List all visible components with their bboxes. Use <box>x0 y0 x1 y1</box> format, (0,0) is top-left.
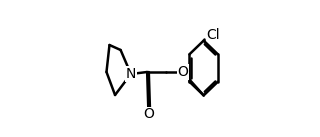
Text: N: N <box>126 67 136 81</box>
Text: O: O <box>143 107 154 121</box>
Text: Cl: Cl <box>206 28 220 42</box>
Text: O: O <box>177 65 188 79</box>
